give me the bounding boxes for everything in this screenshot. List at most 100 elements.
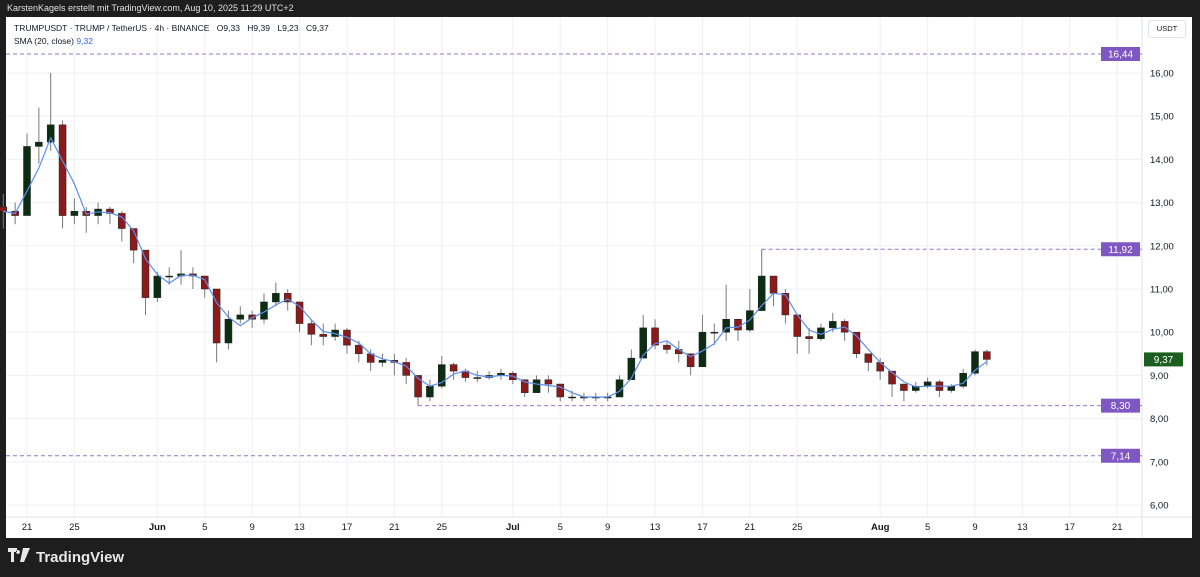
- candle-down: [355, 344, 363, 355]
- candle-up: [615, 379, 624, 398]
- level-price-label: 11,92: [1108, 245, 1133, 256]
- price-tick-label: 9,00: [1150, 371, 1169, 382]
- time-tick-label: 9: [605, 522, 610, 533]
- candle-down: [663, 344, 671, 350]
- tradingview-logo-icon: [8, 548, 30, 566]
- brand-name: TradingView: [36, 548, 125, 566]
- candle-up: [722, 318, 730, 333]
- candle-up: [272, 293, 280, 303]
- time-tick-label: 21: [1112, 522, 1123, 533]
- price-tick-label: 8,00: [1150, 414, 1169, 425]
- last-price-label: 9,37: [1154, 355, 1174, 366]
- candle-up: [426, 385, 434, 398]
- candle-down: [781, 293, 790, 316]
- candle-down: [888, 370, 896, 385]
- ohlc-close: C9,37: [306, 23, 329, 33]
- candle-down: [449, 364, 458, 372]
- time-tick-label: Jun: [149, 522, 166, 533]
- candle-down: [852, 331, 861, 355]
- tradingview-branding[interactable]: TradingView: [8, 548, 124, 566]
- candle-up: [153, 275, 162, 298]
- candle-up: [23, 146, 31, 216]
- candle-down: [201, 275, 209, 290]
- ohlc-open: O9,33: [216, 23, 240, 33]
- candle-down: [212, 288, 221, 344]
- price-tick-label: 16,00: [1150, 69, 1174, 80]
- candle-down: [686, 353, 695, 368]
- candle-up: [46, 124, 55, 143]
- candle-up: [70, 210, 79, 216]
- level-price-label: 7,14: [1111, 451, 1131, 462]
- candle-up: [947, 385, 956, 391]
- candle-up: [438, 364, 446, 387]
- time-tick-label: Aug: [871, 522, 890, 533]
- time-tick-label: 5: [925, 522, 930, 533]
- price-tick-label: 6,00: [1150, 501, 1169, 512]
- candle-down: [734, 318, 742, 331]
- sma-legend[interactable]: SMA (20, close) 9,32: [14, 35, 329, 48]
- candle-up: [829, 321, 837, 329]
- ohlc-low: L9,23: [277, 23, 299, 33]
- candle-up: [378, 360, 387, 363]
- level-price-label-bg: [1101, 398, 1140, 413]
- last-price-label-bg: [1144, 352, 1183, 367]
- price-tick-label: 13,00: [1150, 198, 1174, 209]
- candle-down: [307, 323, 316, 335]
- candle-up: [923, 381, 932, 387]
- time-tick-label: 25: [792, 522, 803, 533]
- candle-down: [651, 327, 659, 346]
- time-tick-label: 9: [972, 522, 977, 533]
- candle-down: [319, 334, 327, 337]
- time-tick-label: 5: [558, 522, 563, 533]
- sma-label: SMA (20, close): [14, 36, 74, 46]
- candle-down: [141, 249, 150, 298]
- price-tick-label: 10,00: [1150, 328, 1174, 339]
- time-tick-label: Jul: [506, 522, 520, 533]
- candle-down: [414, 375, 422, 398]
- candle-down: [58, 124, 67, 216]
- candle-down: [805, 336, 813, 339]
- chart-legend: TRUMPUSDT · TRUMP / TetherUS · 4h · BINA…: [14, 22, 329, 48]
- time-tick-label: 9: [250, 522, 255, 533]
- candle-up: [627, 357, 636, 380]
- time-tick-label: 17: [342, 522, 353, 533]
- candle-down: [248, 314, 256, 320]
- currency-button[interactable]: USDT: [1148, 20, 1186, 38]
- sma-line: [3, 136, 988, 398]
- candle-up: [35, 141, 43, 147]
- candle-down: [283, 293, 292, 303]
- level-price-label: 16,44: [1108, 49, 1133, 60]
- candle-down: [106, 208, 114, 214]
- candle-up: [532, 379, 541, 393]
- time-tick-label: 5: [202, 522, 207, 533]
- level-price-label-bg: [1101, 448, 1140, 463]
- candle-up: [757, 275, 766, 311]
- candle-down: [900, 383, 908, 391]
- candle-down: [769, 275, 778, 294]
- candle-down: [556, 383, 564, 398]
- time-tick-label: 13: [294, 522, 305, 533]
- price-tick-label: 7,00: [1150, 457, 1169, 468]
- price-tick-label: 12,00: [1150, 241, 1174, 252]
- time-tick-label: 13: [1017, 522, 1028, 533]
- level-price-label: 8,30: [1111, 401, 1131, 412]
- attribution-bar: KarstenKagels erstellt mit TradingView.c…: [7, 3, 294, 13]
- time-tick-label: 13: [650, 522, 661, 533]
- candle-up: [912, 385, 920, 391]
- price-tick-label: 14,00: [1150, 155, 1174, 166]
- candles: [0, 73, 991, 406]
- time-tick-label: 25: [436, 522, 447, 533]
- candle-down: [876, 362, 884, 372]
- symbol-info: TRUMPUSDT · TRUMP / TetherUS · 4h · BINA…: [14, 23, 210, 33]
- time-tick-label: 17: [697, 522, 708, 533]
- time-tick-label: 21: [22, 522, 33, 533]
- candle-up: [473, 377, 482, 379]
- ohlc-high: H9,39: [247, 23, 270, 33]
- candle-down: [544, 379, 553, 385]
- candle-down: [295, 301, 304, 324]
- candle-down: [520, 379, 529, 393]
- candle-up: [971, 351, 979, 374]
- candle-down: [0, 206, 8, 212]
- candle-down: [983, 351, 991, 360]
